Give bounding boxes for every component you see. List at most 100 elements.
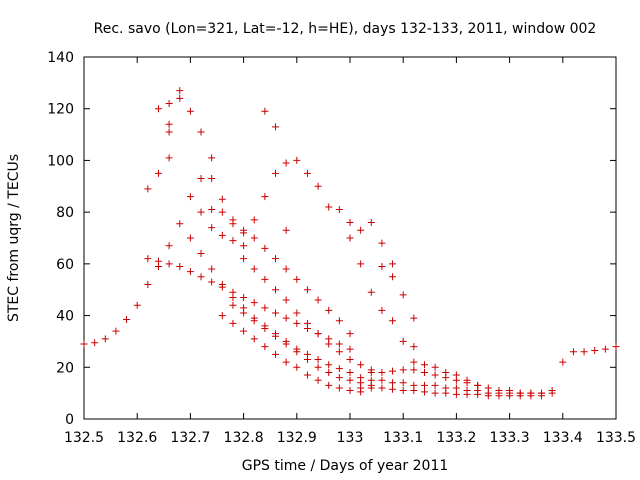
data-point-plus: [282, 265, 290, 273]
data-point-plus: [410, 387, 418, 395]
data-point-plus: [335, 317, 343, 325]
data-point-plus: [250, 234, 258, 242]
data-point-plus: [186, 107, 194, 115]
data-point-plus: [569, 348, 577, 356]
data-point-plus: [410, 314, 418, 322]
data-point-plus: [165, 100, 173, 108]
data-point-plus: [261, 343, 269, 351]
data-point-plus: [123, 315, 131, 323]
data-point-plus: [357, 361, 365, 369]
data-point-plus: [442, 374, 450, 382]
data-point-plus: [112, 327, 120, 335]
data-point-plus: [378, 239, 386, 247]
data-point-plus: [240, 293, 248, 301]
data-point-plus: [154, 169, 162, 177]
y-tick-label: 80: [56, 205, 74, 221]
data-point-plus: [144, 255, 152, 263]
data-point-plus: [293, 309, 301, 317]
data-point-plus: [176, 262, 184, 270]
data-point-plus: [357, 260, 365, 268]
chart-title: Rec. savo (Lon=321, Lat=-12, h=HE), days…: [94, 21, 597, 37]
y-tick-label: 120: [47, 102, 74, 118]
data-point-plus: [165, 128, 173, 136]
y-axis-label: STEC from uqrg / TECUs: [6, 154, 22, 322]
data-point-plus: [154, 257, 162, 265]
data-point-plus: [261, 107, 269, 115]
data-point-plus: [452, 384, 460, 392]
data-point-plus: [420, 388, 428, 396]
data-point-plus: [335, 365, 343, 373]
data-point-plus: [410, 343, 418, 351]
data-point-plus: [367, 384, 375, 392]
data-point-plus: [314, 363, 322, 371]
data-point-plus: [474, 390, 482, 398]
data-point-plus: [282, 159, 290, 167]
data-point-plus: [218, 195, 226, 203]
data-point-plus: [612, 343, 620, 351]
data-point-plus: [80, 340, 88, 348]
data-point-plus: [346, 368, 354, 376]
data-point-plus: [197, 175, 205, 183]
data-point-plus: [197, 273, 205, 281]
x-tick-label: 132.5: [64, 430, 104, 446]
data-point-plus: [240, 229, 248, 237]
data-point-plus: [346, 218, 354, 226]
data-point-plus: [431, 371, 439, 379]
data-point-plus: [293, 275, 301, 283]
data-point-plus: [165, 154, 173, 162]
data-point-plus: [229, 319, 237, 327]
data-point-plus: [367, 288, 375, 296]
data-point-plus: [548, 387, 556, 395]
data-point-plus: [154, 105, 162, 113]
data-point-plus: [314, 182, 322, 190]
data-point-plus: [399, 291, 407, 299]
data-point-plus: [410, 358, 418, 366]
data-point-plus: [314, 356, 322, 364]
data-point-plus: [325, 203, 333, 211]
data-point-plus: [389, 385, 397, 393]
data-point-plus: [229, 293, 237, 301]
data-point-plus: [325, 381, 333, 389]
x-tick-label: 132.9: [277, 430, 317, 446]
data-point-plus: [144, 281, 152, 289]
data-point-plus: [314, 376, 322, 384]
data-points: [80, 87, 620, 400]
x-tick-label: 132.8: [224, 430, 264, 446]
data-point-plus: [272, 332, 280, 340]
data-point-plus: [314, 296, 322, 304]
data-point-plus: [335, 348, 343, 356]
data-point-plus: [208, 154, 216, 162]
data-point-plus: [325, 361, 333, 369]
data-point-plus: [591, 346, 599, 354]
data-point-plus: [250, 335, 258, 343]
data-point-plus: [346, 356, 354, 364]
data-point-plus: [484, 392, 492, 400]
data-point-plus: [399, 366, 407, 374]
data-point-plus: [420, 368, 428, 376]
data-point-plus: [197, 250, 205, 258]
data-point-plus: [208, 265, 216, 273]
data-point-plus: [133, 301, 141, 309]
x-tick-label: 133.4: [543, 430, 583, 446]
y-tick-label: 0: [65, 412, 74, 428]
data-point-plus: [452, 390, 460, 398]
data-point-plus: [218, 208, 226, 216]
data-point-plus: [410, 366, 418, 374]
data-point-plus: [208, 206, 216, 214]
data-point-plus: [282, 358, 290, 366]
data-point-plus: [452, 376, 460, 384]
data-point-plus: [335, 384, 343, 392]
data-point-plus: [580, 348, 588, 356]
x-tick-label: 132.7: [170, 430, 210, 446]
data-point-plus: [282, 340, 290, 348]
data-point-plus: [335, 340, 343, 348]
data-point-plus: [335, 374, 343, 382]
data-point-plus: [346, 330, 354, 338]
data-point-plus: [325, 340, 333, 348]
data-point-plus: [218, 231, 226, 239]
data-point-plus: [240, 242, 248, 250]
data-point-plus: [229, 216, 237, 224]
data-point-plus: [303, 371, 311, 379]
data-point-plus: [474, 381, 482, 389]
data-point-plus: [367, 368, 375, 376]
